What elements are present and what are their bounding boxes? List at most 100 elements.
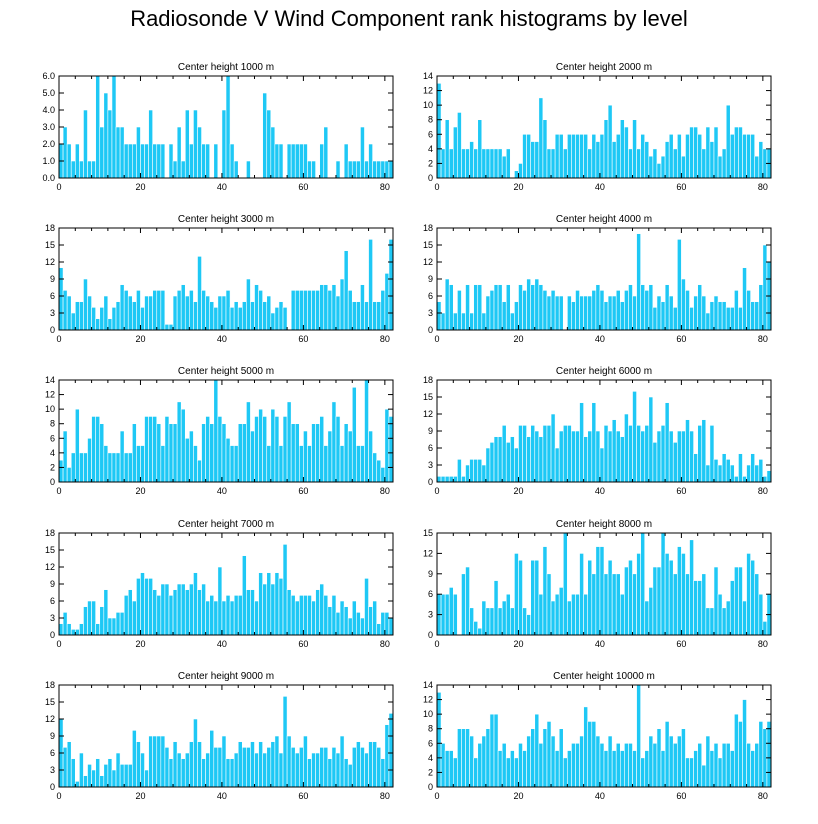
histogram-bar xyxy=(331,595,337,636)
histogram-bar xyxy=(205,143,211,179)
histogram-bar xyxy=(233,160,239,179)
x-tick-label: 60 xyxy=(298,486,308,496)
histogram-bar xyxy=(717,155,723,179)
histogram-bar xyxy=(351,600,357,636)
x-tick-label: 20 xyxy=(513,791,523,801)
histogram-bar xyxy=(225,290,231,331)
histogram-bar xyxy=(209,595,215,636)
histogram-bar xyxy=(201,583,206,636)
x-tick-label: 60 xyxy=(298,334,308,344)
histogram-bar xyxy=(246,747,251,788)
y-tick-label: 6 xyxy=(428,129,433,139)
histogram-bar xyxy=(579,402,584,483)
histogram-bar xyxy=(485,607,491,636)
histogram-bar xyxy=(489,713,495,788)
histogram-bar xyxy=(705,126,711,179)
histogram-bar xyxy=(465,566,470,636)
histogram-bar xyxy=(323,284,329,331)
histogram-bar xyxy=(197,741,202,788)
histogram-bar xyxy=(660,155,666,179)
histogram-bar xyxy=(489,442,495,483)
histogram-bar xyxy=(664,141,670,179)
histogram-bar xyxy=(364,578,369,636)
histogram-bar xyxy=(595,284,601,331)
histogram-bar xyxy=(501,425,507,483)
histogram-bar xyxy=(725,459,731,483)
x-tick-label: 0 xyxy=(56,791,61,801)
histogram-bar xyxy=(668,735,674,788)
histogram-bar xyxy=(518,163,523,179)
histogram-bar xyxy=(79,160,84,179)
histogram-bar xyxy=(762,621,768,636)
histogram-bar xyxy=(607,430,613,483)
histogram-bar xyxy=(619,436,625,483)
histogram-bar xyxy=(107,318,113,331)
histogram-bar xyxy=(656,295,662,331)
histogram-bar xyxy=(152,143,158,179)
histogram-bar xyxy=(95,758,101,788)
histogram-bar xyxy=(299,445,304,483)
histogram-bar xyxy=(571,593,576,636)
y-tick-label: 2.0 xyxy=(42,139,55,149)
histogram-bar xyxy=(436,476,442,483)
histogram-bar xyxy=(489,290,495,331)
histogram-bar xyxy=(595,141,601,179)
y-tick-label: 6 xyxy=(428,589,433,599)
histogram-bar xyxy=(213,600,219,636)
histogram-bar xyxy=(368,239,373,331)
histogram-bar xyxy=(546,295,552,331)
histogram-bar xyxy=(123,595,129,636)
histogram-bar xyxy=(123,143,129,179)
histogram-bar xyxy=(148,735,153,788)
histogram-bar xyxy=(615,290,621,331)
histogram-bar xyxy=(364,379,369,483)
y-tick-label: 6 xyxy=(428,738,433,748)
histogram-bar xyxy=(636,425,641,483)
histogram-bar xyxy=(70,758,76,788)
histogram-bar xyxy=(262,416,268,483)
histogram-bar xyxy=(241,555,247,636)
histogram-bar xyxy=(522,133,527,179)
histogram-bar xyxy=(376,160,382,179)
histogram-bar xyxy=(554,593,560,636)
histogram-bar xyxy=(136,290,141,331)
histogram-bar xyxy=(351,301,357,331)
y-tick-label: 4 xyxy=(428,144,433,154)
histogram-bar xyxy=(685,419,690,483)
y-tick-label: 14 xyxy=(423,680,433,690)
histogram-bar xyxy=(558,295,564,331)
histogram-bar xyxy=(546,148,552,179)
histogram-bar xyxy=(738,453,743,483)
histogram-bar xyxy=(583,436,589,483)
histogram-bar xyxy=(721,301,727,331)
histogram-bar xyxy=(140,143,145,179)
histogram-bar xyxy=(111,307,117,331)
x-tick-label: 0 xyxy=(56,639,61,649)
histogram-bar xyxy=(489,607,495,636)
histogram-bar xyxy=(648,155,654,179)
x-tick-label: 0 xyxy=(434,334,439,344)
histogram-bar xyxy=(501,742,507,788)
histogram-bar xyxy=(644,425,650,483)
histogram-bar xyxy=(79,301,84,331)
histogram-bar xyxy=(457,112,462,179)
histogram-bar xyxy=(197,256,202,331)
histogram-bar xyxy=(360,617,365,636)
histogram-bar xyxy=(119,764,125,788)
histogram-bar xyxy=(510,312,515,331)
histogram-bar xyxy=(591,573,597,636)
histogram-bar xyxy=(87,160,92,179)
histogram-bar xyxy=(567,295,572,331)
histogram-bar xyxy=(481,735,487,788)
histogram-bar xyxy=(311,600,316,636)
histogram-bar xyxy=(558,587,564,636)
y-tick-label: 0 xyxy=(428,325,433,335)
histogram-bar xyxy=(624,566,629,636)
x-tick-label: 60 xyxy=(676,182,686,192)
histogram-bar xyxy=(201,758,206,788)
x-tick-label: 60 xyxy=(676,486,686,496)
histogram-bar xyxy=(164,747,170,788)
histogram-bar xyxy=(384,273,390,331)
histogram-bar xyxy=(693,295,698,331)
histogram-bar xyxy=(351,747,357,788)
